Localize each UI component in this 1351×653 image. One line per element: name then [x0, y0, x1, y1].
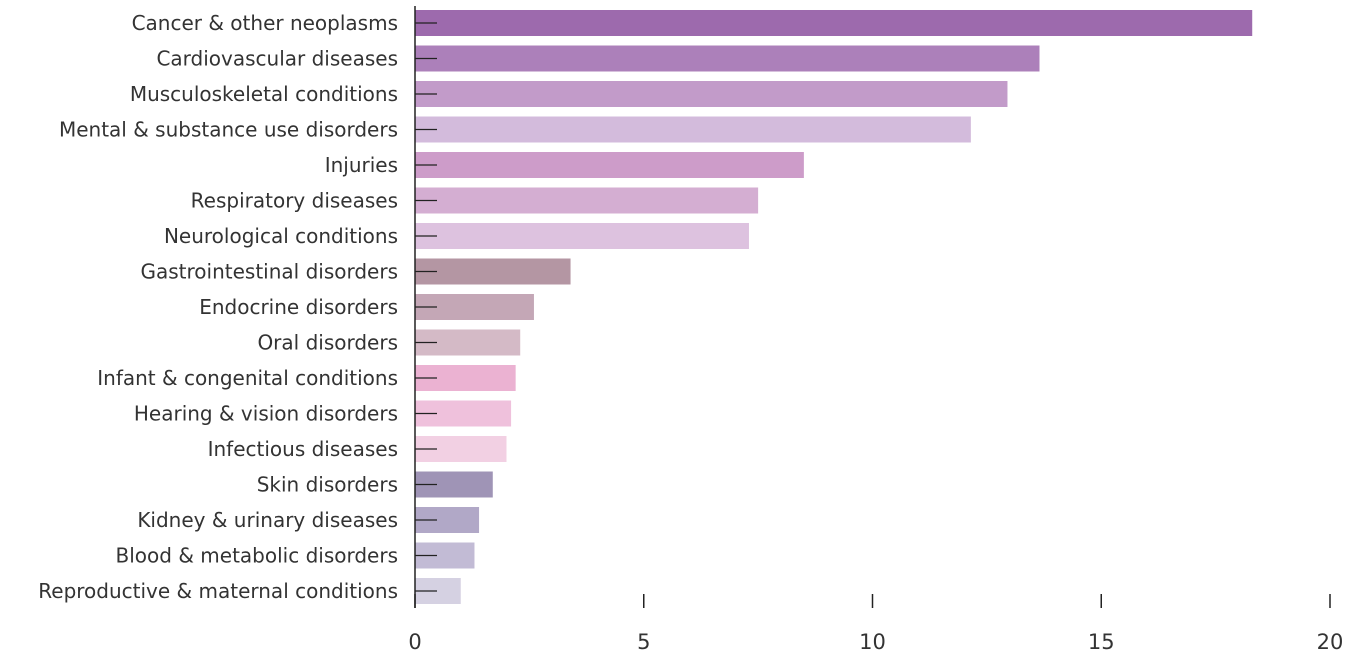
- bar-6: [415, 223, 749, 249]
- x-axis: 0 5 10 15 20: [408, 594, 1343, 653]
- category-label-13: Skin disorders: [257, 473, 398, 497]
- category-label-4: Injuries: [325, 153, 398, 177]
- category-label-5: Respiratory diseases: [191, 189, 398, 213]
- bar-3: [415, 116, 971, 143]
- category-label-16: Reproductive & maternal conditions: [38, 579, 398, 603]
- category-ticks-group: [415, 22, 437, 592]
- x-tick-label-1: 5: [637, 630, 650, 653]
- category-labels-group: Cancer & other neoplasms Cardiovascular d…: [38, 11, 398, 603]
- bar-4: [415, 152, 804, 178]
- category-label-14: Kidney & urinary diseases: [137, 508, 398, 532]
- category-label-10: Infant & congenital conditions: [97, 366, 398, 390]
- category-label-6: Neurological conditions: [164, 224, 398, 248]
- category-label-3: Mental & substance use disorders: [59, 118, 398, 142]
- x-tick-label-4: 20: [1317, 630, 1344, 653]
- bar-2: [415, 81, 1008, 107]
- category-label-15: Blood & metabolic disorders: [116, 544, 398, 568]
- bars-group: [415, 10, 1253, 604]
- category-label-0: Cancer & other neoplasms: [132, 11, 398, 35]
- x-tick-label-2: 10: [859, 630, 886, 653]
- category-label-9: Oral disorders: [257, 331, 398, 355]
- category-label-2: Musculoskeletal conditions: [130, 82, 398, 106]
- x-tick-label-3: 15: [1088, 630, 1115, 653]
- bar-0: [415, 10, 1253, 36]
- bar-5: [415, 187, 759, 214]
- category-label-8: Endocrine disorders: [199, 295, 398, 319]
- category-label-1: Cardiovascular diseases: [156, 47, 398, 71]
- category-label-7: Gastrointestinal disorders: [141, 260, 399, 284]
- x-tick-label-0: 0: [408, 630, 421, 653]
- category-label-11: Hearing & vision disorders: [134, 402, 398, 426]
- bar-7: [415, 258, 571, 285]
- category-label-12: Infectious diseases: [208, 437, 398, 461]
- bar-1: [415, 45, 1040, 72]
